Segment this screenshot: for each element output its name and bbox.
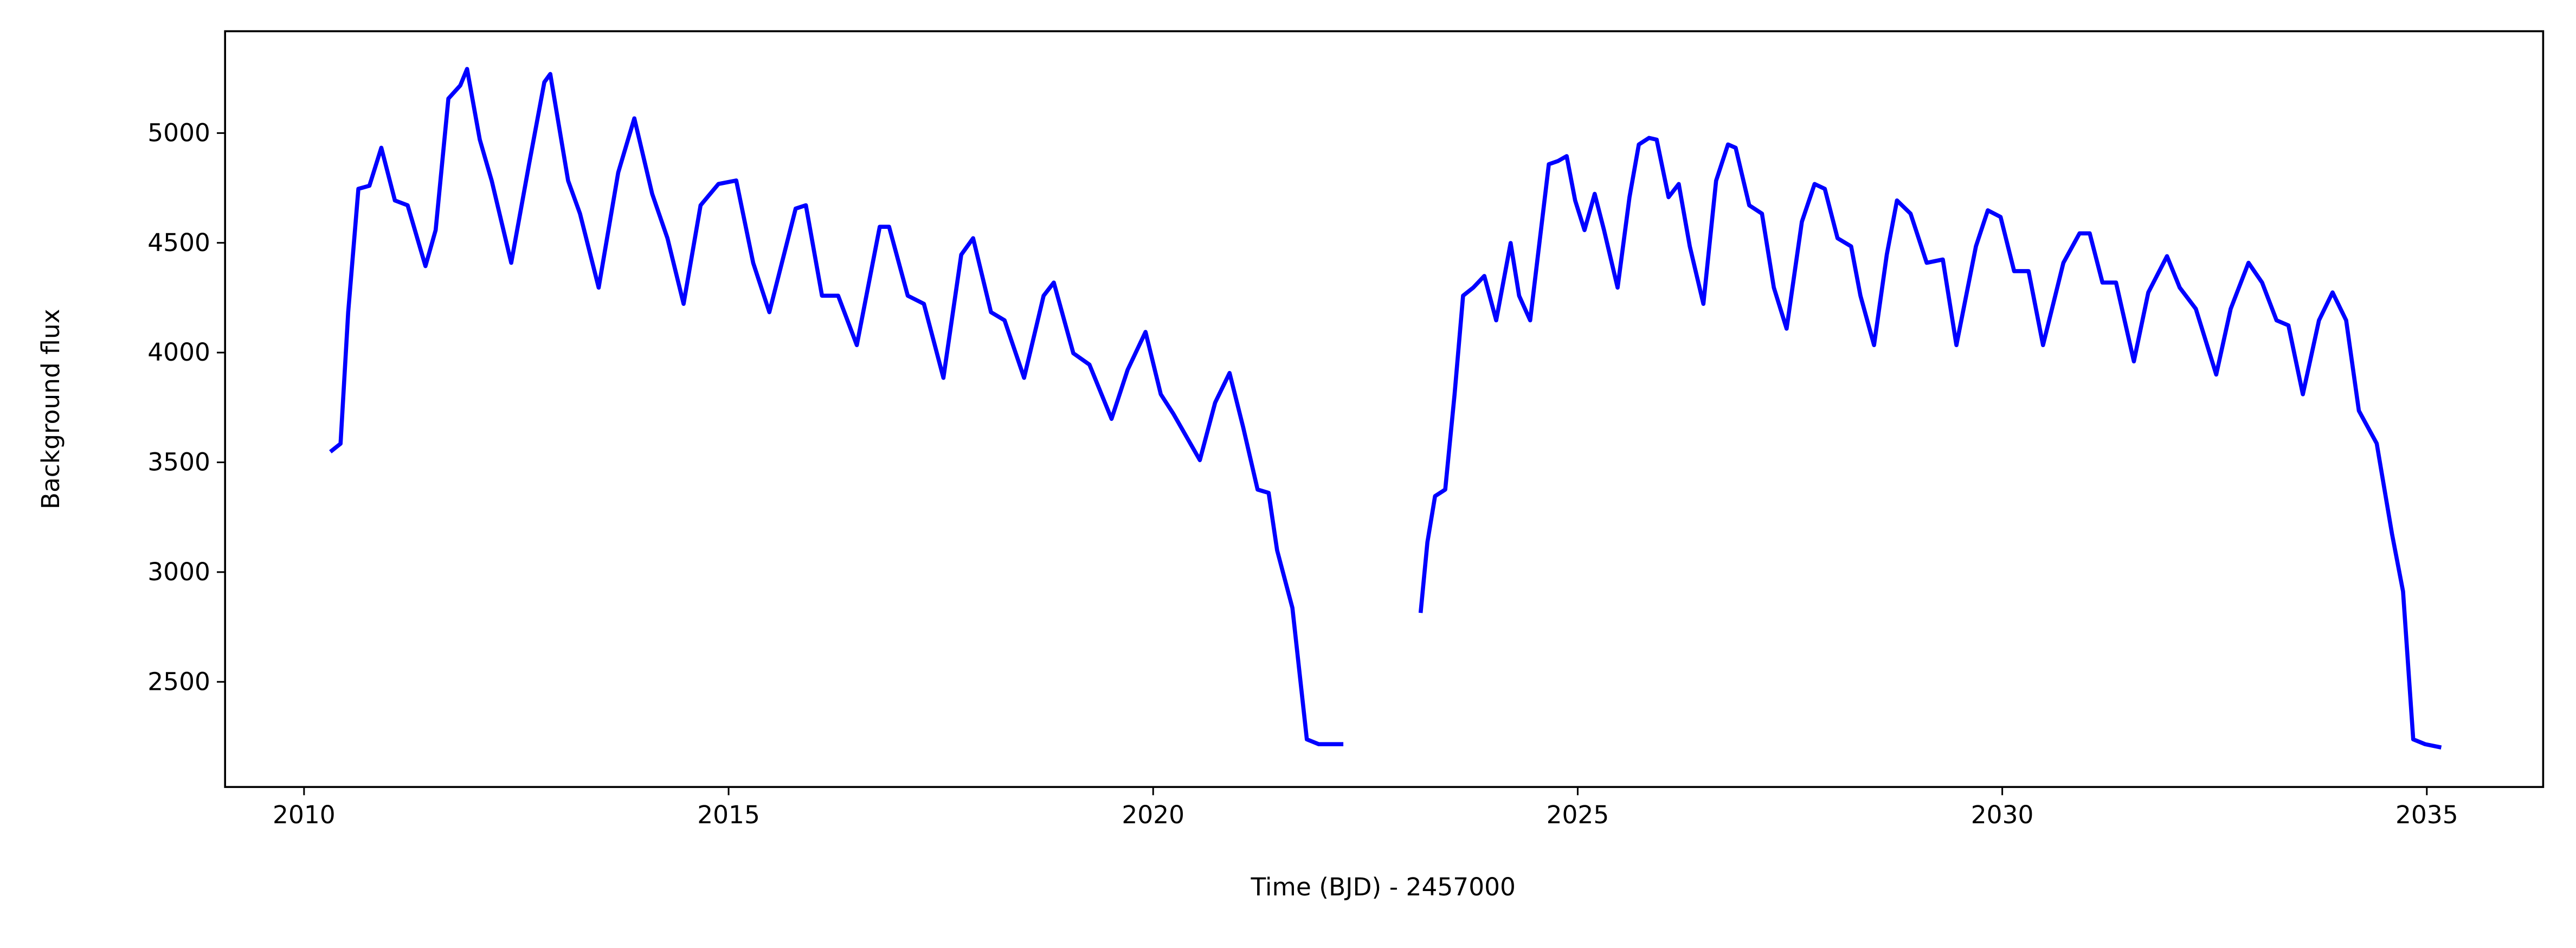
plot-frame xyxy=(224,30,2545,788)
data-line xyxy=(329,67,2442,750)
x-tick-label: 2025 xyxy=(1547,800,1609,829)
y-tick-label: 3500 xyxy=(147,448,210,477)
y-tick-label: 5000 xyxy=(147,119,210,148)
x-tick-label: 2035 xyxy=(2395,800,2458,829)
x-axis-label: Time (BJD) - 2457000 xyxy=(1251,873,1516,901)
x-tick-label: 2015 xyxy=(697,800,760,829)
y-axis-label: Background flux xyxy=(36,309,65,509)
y-tick-label: 4000 xyxy=(147,338,210,367)
y-tick-label: 2500 xyxy=(147,667,210,696)
x-tick-label: 2030 xyxy=(1971,800,2034,829)
y-tick-label: 4500 xyxy=(147,228,210,257)
x-tick-label: 2010 xyxy=(273,800,336,829)
x-tick-label: 2020 xyxy=(1122,800,1184,829)
y-tick-label: 3000 xyxy=(147,558,210,586)
